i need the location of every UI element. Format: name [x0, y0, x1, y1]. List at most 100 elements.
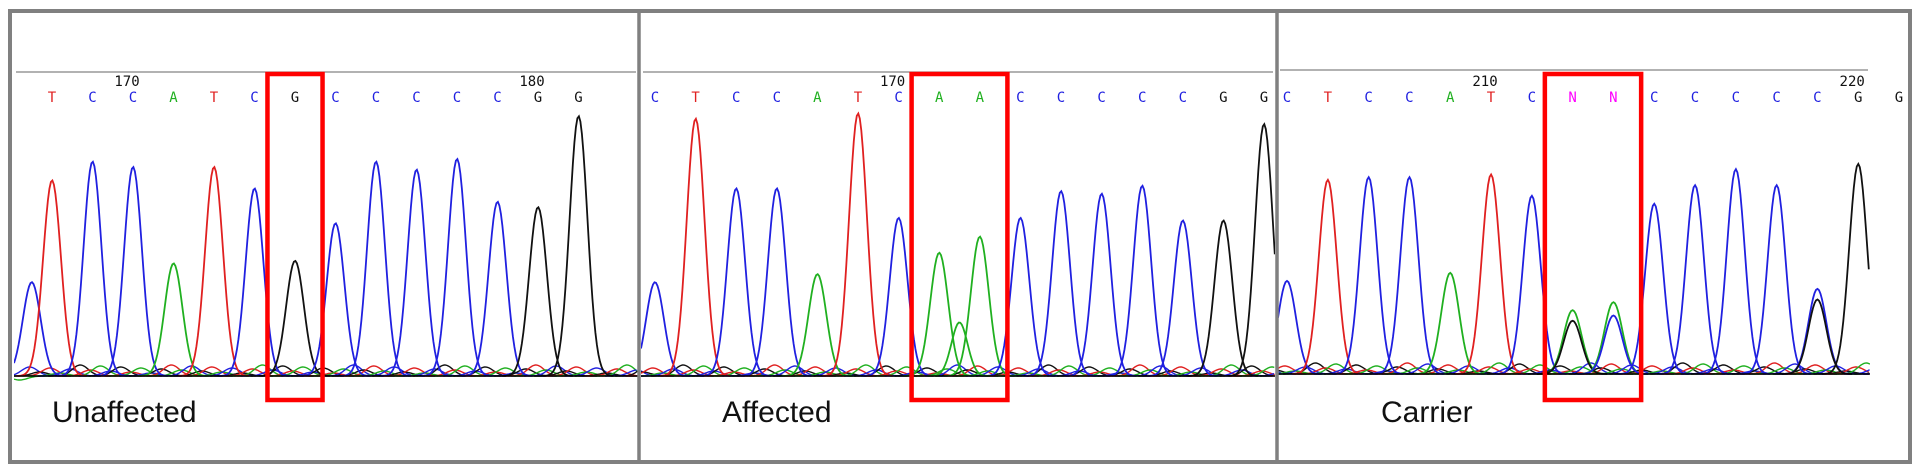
peak-a-8	[944, 235, 1015, 377]
mutation-highlight-box	[1542, 71, 1644, 403]
peak-c-6	[862, 216, 934, 377]
peak-g-16	[1781, 298, 1853, 375]
base-call: T	[854, 90, 863, 106]
position-label: 210	[1472, 74, 1497, 90]
base-call: C	[773, 90, 781, 106]
panel-carrier: C T C C A T C N N C C C C C G G 210 220 Carrier	[1278, 69, 1903, 429]
base-call: T	[1487, 90, 1496, 106]
peak-g-15	[1228, 122, 1275, 377]
peak-a-4	[137, 262, 209, 377]
base-call: C	[894, 90, 902, 106]
peak-t-1	[1291, 177, 1363, 375]
base-call: G	[1854, 90, 1862, 106]
peak-g-14	[1187, 219, 1259, 377]
base-call: C	[1732, 90, 1740, 106]
peak-a-4	[781, 273, 853, 377]
peak-c-10	[1025, 189, 1096, 377]
base-call: N	[1568, 90, 1576, 106]
base-call: T	[1324, 90, 1333, 106]
base-call: A	[813, 90, 822, 106]
peak-t-1	[16, 178, 87, 377]
base-call: C	[1813, 90, 1821, 106]
base-call: C	[651, 90, 659, 106]
peak-c-10	[1577, 314, 1649, 375]
base-call: C	[412, 90, 420, 106]
peak-g-8	[1536, 319, 1608, 375]
peak-c-6	[218, 187, 290, 377]
peak-c-3	[1373, 175, 1445, 375]
base-call: A	[976, 90, 985, 106]
peak-c-2	[56, 160, 128, 377]
base-call: C	[1179, 90, 1187, 106]
peak-t-5	[822, 111, 893, 377]
peak-c-12	[461, 200, 533, 377]
mutation-highlight-box	[265, 71, 325, 403]
peak-c-14	[1740, 183, 1812, 375]
base-call: C	[1772, 90, 1780, 106]
peak-c-0	[641, 281, 691, 377]
base-call: G	[1219, 90, 1227, 106]
peak-c-3	[97, 165, 168, 377]
peak-c-12	[1106, 184, 1178, 377]
peak-c-10	[380, 168, 452, 377]
panel-affected: C T C C A T C A A C C C C C G G 170 Affected	[641, 71, 1275, 429]
peak-a-4	[1414, 271, 1485, 375]
position-label: 180	[519, 74, 544, 90]
base-call: C	[493, 90, 501, 106]
base-call: G	[534, 90, 542, 106]
base-call: N	[1609, 90, 1617, 106]
peak-c-13	[1147, 219, 1218, 377]
base-call: C	[1691, 90, 1699, 106]
base-call: C	[1405, 90, 1413, 106]
peak-c-0	[14, 281, 67, 377]
base-call: C	[1057, 90, 1065, 106]
base-call: T	[691, 90, 700, 106]
peak-c-2	[1332, 175, 1404, 375]
base-call: C	[1138, 90, 1146, 106]
base-call: T	[210, 90, 219, 106]
peak-a-7	[903, 251, 974, 377]
peak-c-0	[1278, 279, 1322, 375]
mutation-highlight-box	[909, 71, 1010, 403]
base-call: G	[291, 90, 299, 106]
peak-c-9	[984, 216, 1056, 377]
position-label: 220	[1840, 74, 1865, 90]
peak-c-11	[1065, 192, 1137, 377]
base-call: C	[1016, 90, 1024, 106]
peak-g-17	[1822, 161, 1870, 375]
panel-unaffected: T C C A T C G C C C C C G G 170 180 Unaffected	[14, 71, 638, 429]
base-call: C	[1364, 90, 1372, 106]
peak-t-5	[178, 165, 249, 377]
base-call: C	[1650, 90, 1658, 106]
base-call: G	[1260, 90, 1268, 106]
base-call: C	[250, 90, 258, 106]
position-label: 170	[114, 74, 139, 90]
peak-c-8	[299, 222, 371, 377]
peak-t-1	[659, 116, 731, 377]
base-call: C	[331, 90, 339, 106]
base-call: C	[129, 90, 137, 106]
valley-overlay	[927, 321, 991, 377]
peak-c-11	[421, 157, 492, 377]
base-call: A	[935, 90, 944, 106]
base-call: A	[169, 90, 178, 106]
peak-c-12	[1659, 183, 1730, 375]
peak-t-5	[1455, 172, 1526, 375]
peak-g-14	[542, 114, 614, 377]
peak-c-2	[700, 186, 772, 377]
base-call: C	[453, 90, 461, 106]
position-label: 170	[880, 74, 905, 90]
peak-c-13	[1699, 167, 1771, 375]
base-call: C	[1097, 90, 1105, 106]
frame-layer	[8, 9, 1912, 464]
panel-label: Carrier	[1381, 396, 1473, 429]
base-call: C	[1528, 90, 1536, 106]
panel-label: Affected	[722, 396, 832, 429]
peak-c-11	[1618, 202, 1689, 375]
base-call: A	[1446, 90, 1455, 106]
base-call: G	[574, 90, 582, 106]
base-call: T	[48, 90, 57, 106]
peak-g-7	[259, 259, 330, 377]
